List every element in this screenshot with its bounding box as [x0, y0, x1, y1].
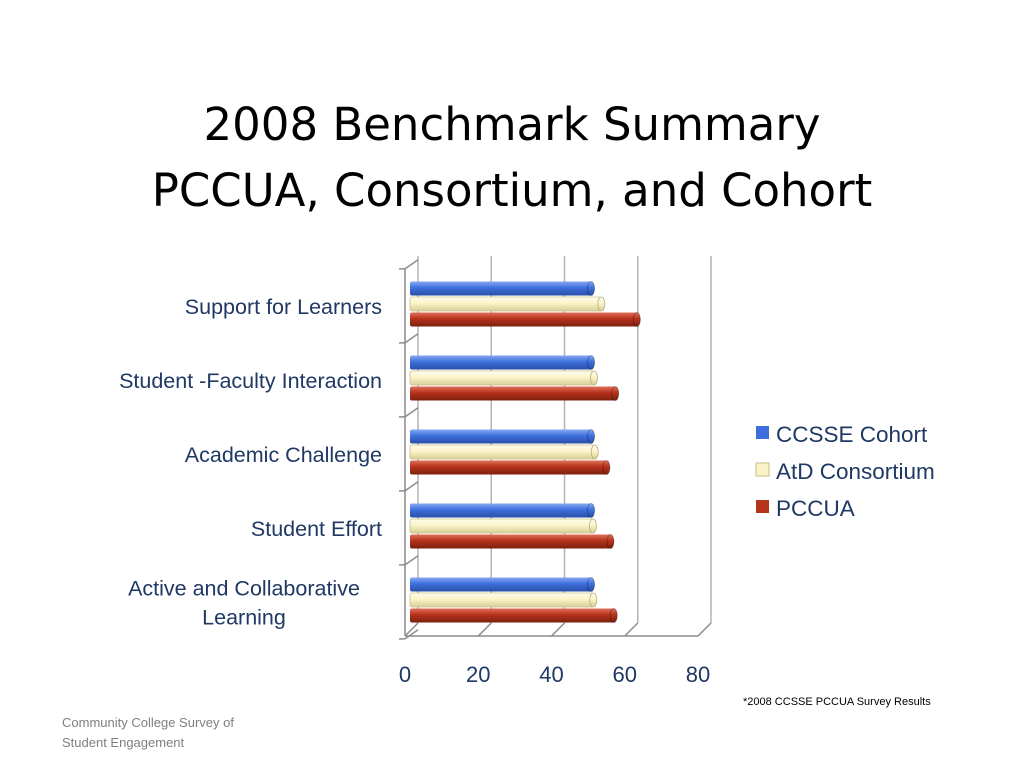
- bar-pccua: [410, 386, 620, 401]
- category-label: Academic Challenge: [185, 443, 382, 467]
- bar-end-cap: [587, 281, 595, 296]
- survey-footnote: *2008 CCSSE PCCUA Survey Results: [743, 696, 931, 708]
- bar-body: [409, 444, 596, 460]
- category-label: Student Effort: [251, 517, 382, 541]
- chart-legend: CCSSE Cohort AtD Consortium PCCUA: [755, 422, 935, 521]
- bar-body: [410, 429, 592, 444]
- bar-end-cap: [611, 386, 620, 401]
- title-line-1: 2008 Benchmark Summary: [203, 98, 821, 151]
- title-line-2: PCCUA, Consortium, and Cohort: [151, 164, 873, 217]
- bar-end-cap: [587, 503, 595, 518]
- legend-swatch: [755, 462, 770, 477]
- bar-body: [409, 592, 594, 608]
- bar-atd-consortium: [409, 370, 598, 386]
- footer-line-2: Student Engagement: [62, 735, 185, 750]
- bar-atd-consortium: [409, 296, 606, 312]
- bar-end-cap: [590, 444, 599, 460]
- legend-label: CCSSE Cohort: [776, 422, 928, 447]
- legend-item: AtD Consortium: [755, 459, 935, 484]
- bar-pccua: [410, 312, 641, 327]
- bar-body: [410, 281, 592, 296]
- bar-body: [410, 460, 607, 475]
- x-tick-label: 0: [399, 662, 411, 687]
- x-tick-label: 60: [613, 662, 637, 687]
- bar-atd-consortium: [409, 592, 598, 608]
- bar-ccsse-cohort: [410, 577, 595, 592]
- bar-body: [409, 370, 595, 386]
- bar-ccsse-cohort: [410, 503, 595, 518]
- bar-body: [410, 577, 592, 592]
- bar-end-cap: [590, 370, 598, 386]
- chart-bars: [409, 281, 641, 623]
- bar-body: [410, 355, 592, 370]
- bar-end-cap: [587, 429, 595, 444]
- bar-end-cap: [587, 355, 595, 370]
- bar-atd-consortium: [409, 518, 597, 534]
- wall-diagonal: [404, 259, 419, 270]
- bar-end-cap: [589, 592, 598, 608]
- slide-title: 2008 Benchmark Summary PCCUA, Consortium…: [0, 92, 1024, 224]
- legend-label: PCCUA: [776, 496, 855, 521]
- bar-body: [410, 386, 616, 401]
- footer-line-1: Community College Survey of: [62, 715, 234, 730]
- x-tick-label: 20: [466, 662, 490, 687]
- x-tick-label: 80: [686, 662, 710, 687]
- legend-item: PCCUA: [756, 496, 855, 521]
- footer-text: Community College Survey of Student Enga…: [62, 713, 302, 753]
- bar-end-cap: [609, 608, 618, 623]
- bar-end-cap: [588, 518, 597, 534]
- bar-end-cap: [587, 577, 595, 592]
- bar-ccsse-cohort: [410, 281, 595, 296]
- bar-pccua: [410, 608, 618, 623]
- bar-body: [410, 534, 611, 549]
- x-tick-label: 40: [539, 662, 563, 687]
- wall-diagonal: [404, 481, 419, 492]
- chart-labels: 0 20 40 60 80 Support for Learners Student -Fa…: [119, 295, 710, 687]
- legend-item: CCSSE Cohort: [756, 422, 928, 447]
- bar-end-cap: [632, 312, 641, 327]
- bar-body: [409, 296, 602, 312]
- wall-diagonal: [404, 407, 419, 418]
- bar-pccua: [410, 460, 611, 475]
- bar-end-cap: [597, 296, 606, 312]
- category-label: Support for Learners: [185, 295, 382, 319]
- floor-diagonal: [624, 622, 639, 637]
- legend-swatch: [756, 500, 769, 513]
- floor-diagonal: [550, 622, 566, 637]
- bar-pccua: [410, 534, 615, 549]
- wall-diagonal: [404, 555, 419, 566]
- legend-swatch: [756, 426, 769, 439]
- bar-body: [409, 518, 594, 534]
- floor-diagonal: [477, 622, 492, 637]
- bar-atd-consortium: [409, 444, 599, 460]
- wall-diagonal: [404, 333, 419, 344]
- bar-body: [410, 503, 592, 518]
- bar-ccsse-cohort: [410, 429, 595, 444]
- bar-ccsse-cohort: [410, 355, 595, 370]
- bar-end-cap: [602, 460, 611, 475]
- wall-diagonal: [404, 629, 419, 640]
- bar-body: [410, 312, 637, 327]
- floor-diagonal: [404, 622, 419, 637]
- bar-body: [410, 608, 614, 623]
- category-label: Student -Faculty Interaction: [119, 369, 382, 393]
- floor-diagonal: [697, 622, 712, 637]
- category-label: Active and Collaborative Learning: [128, 577, 360, 630]
- bar-end-cap: [606, 534, 615, 549]
- legend-label: AtD Consortium: [776, 459, 935, 484]
